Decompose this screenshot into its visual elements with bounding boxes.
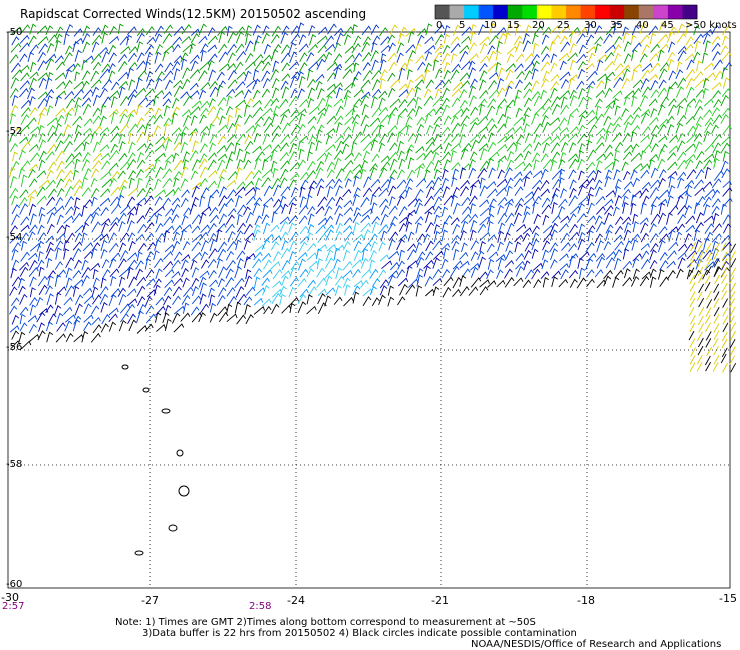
legend-swatch (609, 5, 625, 19)
map-frame (7, 31, 731, 589)
lon-label-27: -27 (141, 594, 159, 607)
legend-swatch (667, 5, 683, 19)
legend-swatch (493, 5, 509, 19)
legend-swatch (478, 5, 494, 19)
legend-swatch (449, 5, 465, 19)
legend-label: 35 (610, 20, 623, 31)
lat-label-56: -56 (6, 342, 23, 353)
lon-label-21: -21 (431, 594, 449, 607)
island-outline (142, 387, 150, 393)
island-outline (134, 550, 144, 556)
time-label-mid: 2:58 (249, 601, 272, 612)
legend-label: 10 (484, 20, 497, 31)
legend-outline (434, 4, 698, 20)
lat-label-52: -52 (6, 126, 23, 137)
island-outline (178, 485, 190, 497)
legend-label: 30 (584, 20, 597, 31)
legend-swatch (522, 5, 538, 19)
legend-swatch (464, 5, 480, 19)
legend-label: 25 (557, 20, 570, 31)
island-outline (176, 449, 184, 457)
legend-swatch (507, 5, 523, 19)
note-line-1: Note: 1) Times are GMT 2)Times along bot… (115, 617, 536, 628)
legend-label: 5 (459, 20, 466, 31)
legend-swatch (566, 5, 581, 19)
legend-label: 45 (661, 20, 674, 31)
legend-swatch (638, 5, 654, 19)
lon-label-30: -30 (1, 591, 19, 604)
note-line-2: 3)Data buffer is 22 hrs from 20150502 4)… (142, 628, 577, 639)
wind-barbs (9, 22, 737, 373)
legend-swatch (624, 5, 640, 19)
legend-label: 20 (532, 20, 545, 31)
legend-swatch (536, 5, 552, 19)
island-outline (168, 524, 178, 532)
lon-label-24: -24 (287, 594, 305, 607)
lat-label-50: -50 (6, 27, 23, 38)
island-outline (161, 408, 171, 414)
island-outline (121, 364, 129, 370)
legend-swatch (595, 5, 611, 19)
legend-swatch (653, 5, 669, 19)
legend-label: 15 (507, 20, 520, 31)
legend-label: 40 (636, 20, 649, 31)
lat-label-60: -60 (6, 579, 23, 590)
legend-label: >50 knots (685, 20, 737, 31)
legend-swatch (682, 5, 698, 19)
legend-swatch (580, 5, 596, 19)
lat-label-54: -54 (6, 232, 23, 243)
lat-label-58: -58 (6, 459, 23, 470)
credit-line: NOAA/NESDIS/Office of Research and Appli… (471, 639, 722, 650)
time-label-start: 2:57 (2, 601, 25, 612)
lon-label-15: -15 (719, 592, 737, 605)
legend-swatch (551, 5, 567, 19)
legend-swatch (435, 5, 450, 19)
map-title: Rapidscat Corrected Winds(12.5KM) 201505… (20, 7, 367, 21)
lon-label-18: -18 (577, 594, 595, 607)
legend-label: 0 (436, 20, 443, 31)
